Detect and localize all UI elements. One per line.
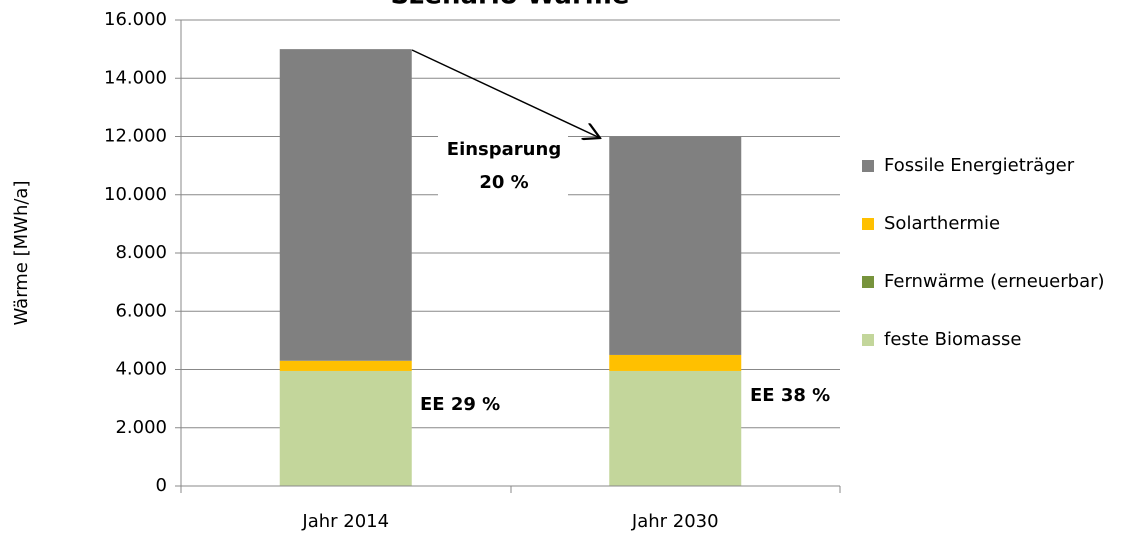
legend-label: Fossile Energieträger [884, 155, 1075, 176]
y-tick-label: 12.000 [104, 126, 167, 147]
annotation-bg [438, 135, 568, 197]
savings-arrow [411, 49, 600, 138]
y-tick-label: 14.000 [104, 67, 167, 88]
bar-segment [609, 354, 742, 371]
x-tick-label: Jahr 2014 [301, 511, 389, 532]
y-tick-label: 8.000 [115, 242, 167, 263]
bars [279, 49, 742, 486]
annotation: EE 29 % [420, 394, 500, 415]
annotation: EE 38 % [750, 385, 830, 406]
legend-swatch [862, 276, 874, 288]
y-tick-label: 10.000 [104, 184, 167, 205]
legend-label: Solarthermie [884, 213, 1000, 234]
annotation: Einsparung [447, 139, 561, 160]
y-tick-label: 16.000 [104, 9, 167, 30]
bar-segment [279, 360, 412, 371]
x-tick-label: Jahr 2030 [631, 511, 719, 532]
chart-title: Szenario Wärme [390, 0, 629, 11]
annotation: 20 % [479, 172, 528, 193]
y-tick-label: 4.000 [115, 359, 167, 380]
axes [180, 20, 841, 493]
y-tick-label: 0 [156, 475, 167, 496]
legend-label: Fernwärme (erneuerbar) [884, 271, 1105, 292]
y-tick-label: 2.000 [115, 417, 167, 438]
legend: feste Biomasse Fernwärme (erneuerbar) Sola… [862, 155, 1105, 350]
y-axis-label: Wärme [MWh/a] [11, 181, 32, 326]
bar-segment [279, 370, 412, 486]
legend-swatch [862, 218, 874, 230]
legend-swatch [862, 160, 874, 172]
bar-segment [609, 370, 742, 486]
bar-segment [279, 49, 412, 361]
y-tick-label: 6.000 [115, 300, 167, 321]
legend-label: feste Biomasse [884, 329, 1021, 350]
bar-segment [609, 136, 742, 355]
legend-swatch [862, 334, 874, 346]
